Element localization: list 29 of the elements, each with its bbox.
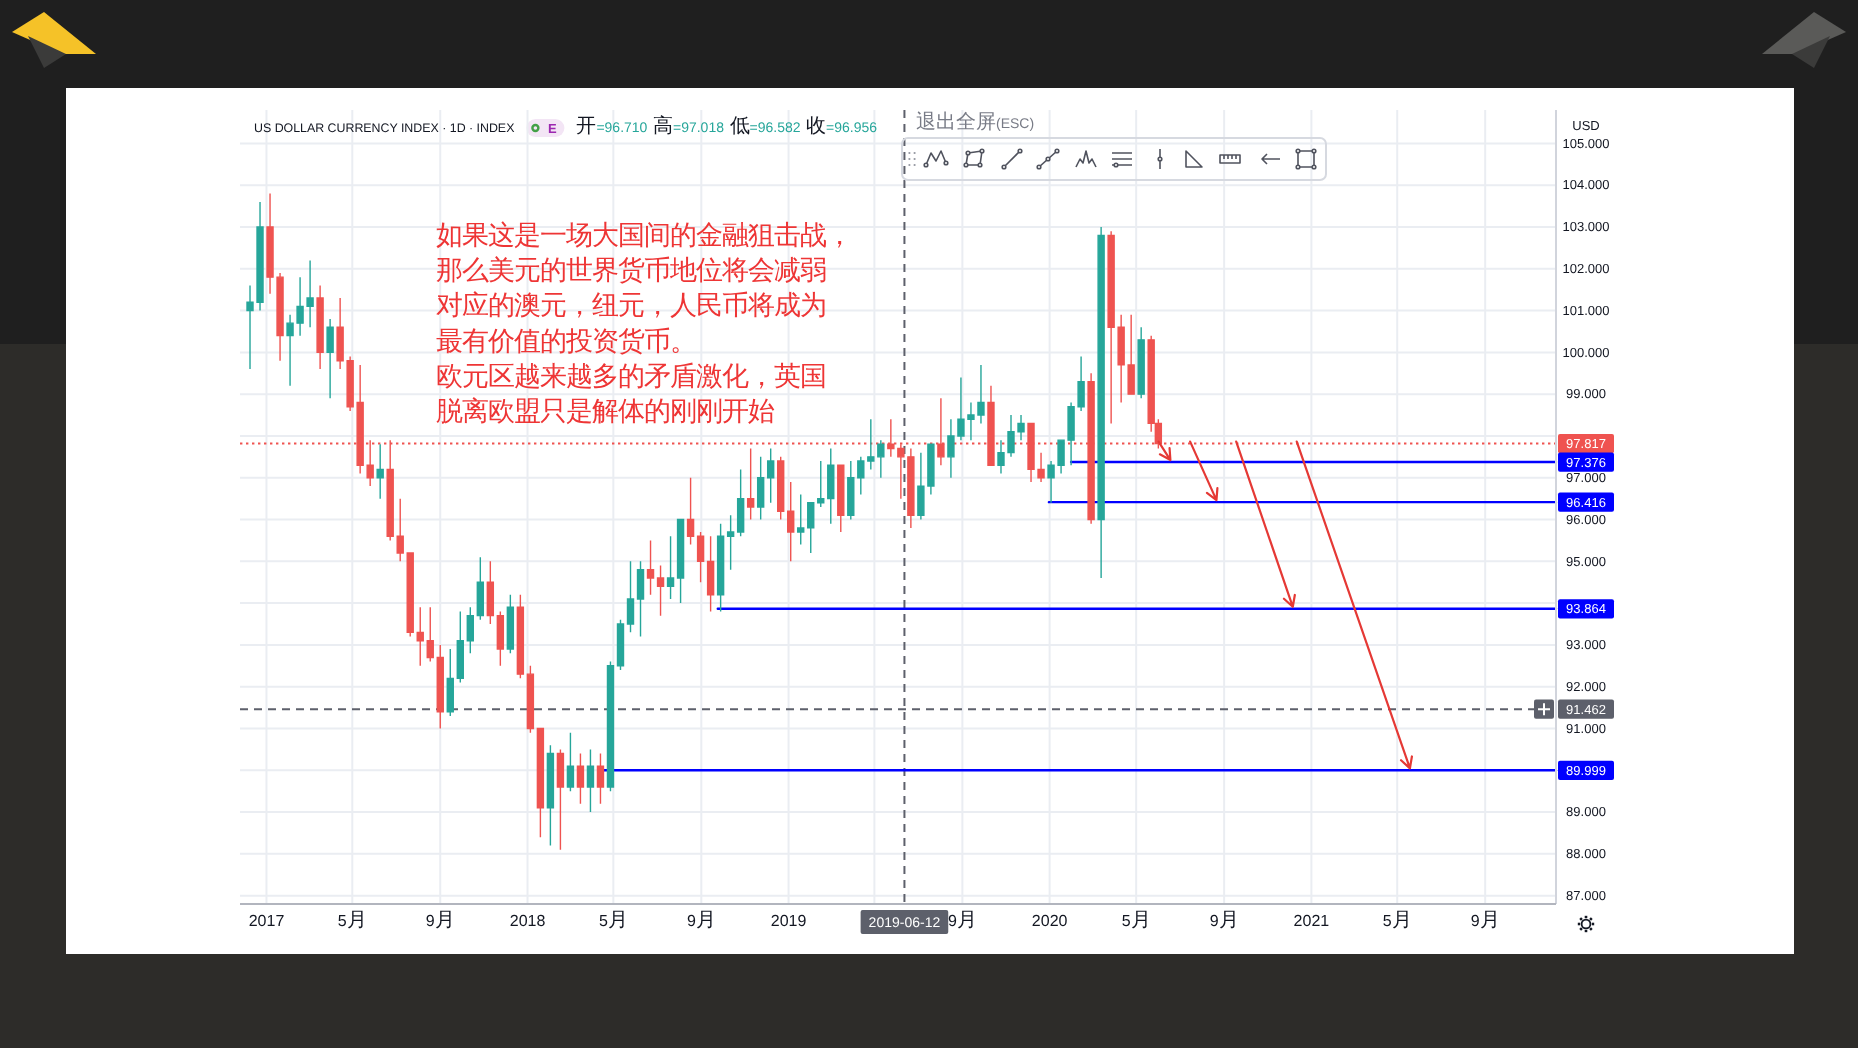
candlestick [376, 443, 384, 500]
annotation: 如果这是一场大国间的金融狙击战，那么美元的世界货币地位将会减弱对应的澳元，纽元，人民币将成为最有价值的投资货币。 [436, 222, 852, 358]
x-tick-label: 5月 [337, 910, 367, 933]
candlestick [1097, 226, 1105, 579]
candlestick [586, 748, 595, 813]
x-tick-label: 9月 [1470, 910, 1500, 933]
candlestick [556, 748, 565, 851]
candlestick [566, 731, 575, 792]
x-tick-label: 9月 [686, 910, 716, 933]
candlestick [837, 464, 845, 533]
x-tick-label: 5月 [1382, 910, 1412, 933]
x-tick-label: 5月 [598, 910, 628, 933]
candlestick [1137, 326, 1145, 400]
x-tick-label: 2020 [1031, 912, 1069, 931]
x-tick-label: 2021 [1293, 912, 1331, 931]
x-tick-label: 2018 [509, 912, 547, 931]
x-tick-label: 5月 [1121, 910, 1151, 933]
candlestick [576, 752, 585, 805]
candlestick [506, 594, 515, 654]
x-tick-label: 9月 [1209, 910, 1239, 933]
x-tick-label: 9月 [425, 910, 455, 933]
candlestick [326, 318, 334, 400]
candlestick [316, 284, 324, 370]
x-tick-label: 2017 [248, 912, 286, 931]
annotation: 欧元区越来越多的矛盾激化，英国脱离欧盟只是解体的刚刚开始 [436, 362, 826, 428]
x-tick-label: 9月 [947, 910, 977, 933]
x-tick-label: 2019 [770, 912, 808, 931]
candlestick [596, 752, 605, 805]
candlestick [546, 744, 555, 847]
